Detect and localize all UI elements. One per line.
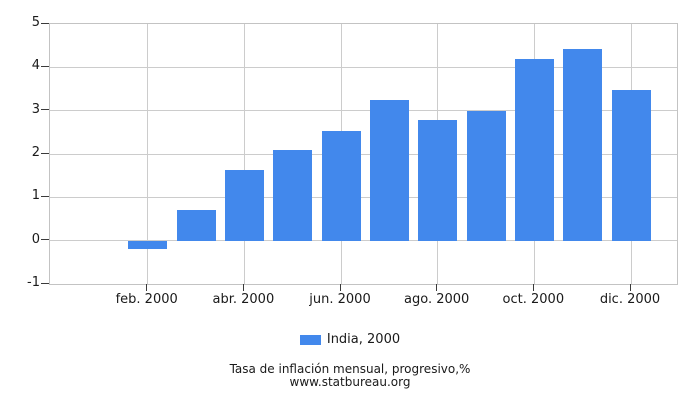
x-tick — [339, 284, 341, 291]
bar — [224, 170, 264, 241]
legend-label: India, 2000 — [326, 332, 401, 347]
h-gridline — [50, 110, 677, 112]
legend: India, 2000 — [0, 332, 700, 347]
x-axis-label: jun. 2000 — [309, 292, 371, 307]
x-tick — [242, 284, 244, 291]
bar — [563, 49, 603, 241]
bar — [514, 58, 554, 241]
y-tick — [41, 22, 49, 24]
y-tick — [41, 195, 49, 197]
y-tick — [41, 152, 49, 154]
x-tick — [532, 284, 534, 291]
bar — [369, 99, 409, 241]
v-gridline — [147, 24, 149, 284]
y-tick — [41, 65, 49, 67]
bar — [273, 149, 313, 241]
y-axis-label: 0 — [31, 231, 40, 247]
y-tick — [41, 239, 49, 241]
y-axis-label: 1 — [31, 188, 40, 204]
x-axis-label: feb. 2000 — [115, 292, 178, 307]
h-gridline — [50, 240, 677, 242]
x-tick — [629, 284, 631, 291]
bar — [176, 210, 216, 241]
y-axis-label: 4 — [31, 58, 40, 74]
h-gridline — [50, 66, 677, 68]
bar — [321, 130, 361, 241]
chart-footer: Tasa de inflación mensual, progresivo,% … — [0, 363, 700, 389]
chart-title: Tasa de inflación mensual, progresivo,% — [229, 362, 471, 376]
source-website: www.statbureau.org — [289, 375, 411, 389]
y-axis-label: 3 — [31, 101, 40, 117]
v-gridline — [243, 24, 245, 284]
x-tick — [436, 284, 438, 291]
bar — [128, 240, 168, 250]
bar — [418, 119, 458, 241]
plot-area — [49, 23, 678, 285]
y-axis-label: 2 — [31, 145, 40, 160]
legend-swatch-icon — [299, 334, 321, 345]
x-axis-label: abr. 2000 — [212, 292, 275, 307]
h-gridline — [50, 153, 677, 155]
y-tick — [41, 282, 49, 284]
h-gridline — [50, 196, 677, 198]
x-axis-label: oct. 2000 — [502, 292, 565, 307]
bar — [611, 89, 651, 241]
y-axis-label: -1 — [27, 275, 40, 290]
x-tick — [146, 284, 148, 291]
y-axis-label: 5 — [31, 15, 40, 30]
x-axis-label: ago. 2000 — [404, 292, 470, 307]
bar — [466, 110, 506, 241]
y-tick — [41, 109, 49, 111]
x-axis-label: dic. 2000 — [599, 292, 661, 307]
